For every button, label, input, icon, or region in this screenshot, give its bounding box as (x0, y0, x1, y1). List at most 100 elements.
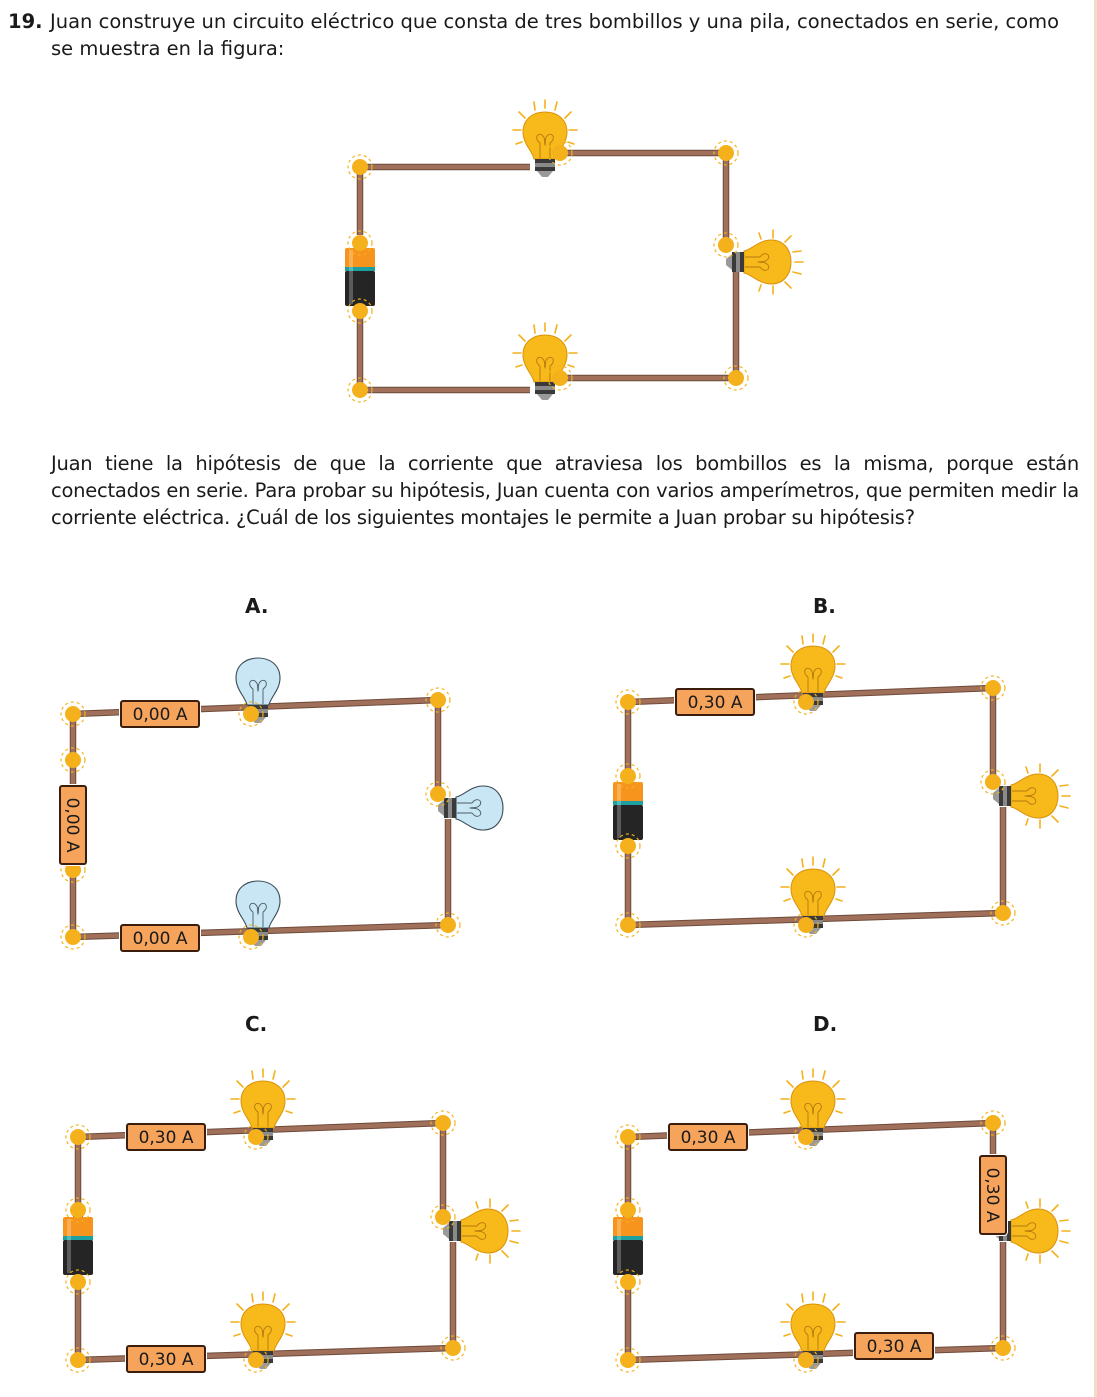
ammeter-c-bottom: 0,30 A (125, 1344, 207, 1374)
ammeter-reading: 0,30 A (688, 693, 743, 713)
node (352, 235, 368, 251)
node-ring (60, 747, 86, 773)
node (248, 1129, 264, 1145)
node (620, 1202, 636, 1218)
node (65, 929, 81, 945)
node-ring (793, 1347, 819, 1373)
node (243, 706, 259, 722)
node-ring (243, 1347, 269, 1373)
node-ring (793, 912, 819, 938)
node-ring (347, 154, 373, 180)
node (718, 237, 734, 253)
node-ring (547, 140, 573, 166)
node (248, 1352, 264, 1368)
ammeter-reading: 0,30 A (982, 1168, 1002, 1223)
node-ring (615, 1269, 641, 1295)
node (445, 1340, 461, 1356)
node (552, 370, 568, 386)
node-ring (440, 1335, 466, 1361)
node-ring (430, 1110, 456, 1136)
node-ring (347, 298, 373, 324)
ammeter-box (59, 785, 87, 865)
node (70, 1129, 86, 1145)
node-ring (615, 912, 641, 938)
node (70, 1274, 86, 1290)
question-line-2: se muestra en la figura: (51, 37, 285, 60)
node-ring (990, 1335, 1016, 1361)
node (243, 929, 259, 945)
option-c-circuit: 0,30 A 0,30 A (63, 1068, 521, 1374)
question-number: 19. (8, 10, 43, 33)
page-edge-decoration (1094, 0, 1097, 1397)
option-d-circuit: 0,30 A 0,30 A 0,30 A (613, 1068, 1071, 1373)
node-ring (60, 924, 86, 950)
node (798, 1129, 814, 1145)
ammeter-box (126, 1345, 206, 1373)
node (995, 1340, 1011, 1356)
ammeter-box (120, 924, 200, 952)
node (620, 1352, 636, 1368)
ammeter-box (675, 688, 755, 716)
node-ring (980, 675, 1006, 701)
node-ring (615, 833, 641, 859)
option-b-label: B. (813, 594, 836, 618)
node (352, 159, 368, 175)
node-ring (425, 781, 451, 807)
node-ring (713, 140, 739, 166)
ammeter-d-right: 0,30 A (978, 1154, 1008, 1236)
node (620, 768, 636, 784)
node-ring (723, 365, 749, 391)
node-ring (65, 1124, 91, 1150)
node (435, 1115, 451, 1131)
node-ring (243, 1124, 269, 1150)
node (985, 1115, 1001, 1131)
example-circuit (345, 99, 804, 403)
option-a-label: A. (245, 594, 269, 618)
node (430, 786, 446, 802)
node-ring (347, 377, 373, 403)
node (65, 752, 81, 768)
ammeter-d-bottom: 0,30 A (853, 1331, 935, 1361)
node-ring (615, 689, 641, 715)
node (435, 1209, 451, 1225)
node-ring (990, 900, 1016, 926)
battery-icon (613, 777, 643, 840)
ammeter-a-left: 0,00 A (58, 784, 88, 866)
option-d-label: D. (813, 1012, 838, 1036)
node (620, 1274, 636, 1290)
node-ring (713, 232, 739, 258)
node-ring (65, 1269, 91, 1295)
node (352, 382, 368, 398)
node-ring (430, 1204, 456, 1230)
option-b-circuit: 0,30 A (613, 633, 1071, 938)
ammeter-box (668, 1123, 748, 1151)
question-line-1: Juan construye un circuito eléctrico que… (50, 10, 1060, 33)
option-a-circuit: 0,00 A 0,00 A 0,00 A (58, 657, 504, 953)
ammeter-reading: 0,30 A (139, 1128, 194, 1148)
node (552, 145, 568, 161)
node-ring (793, 1124, 819, 1150)
node-ring (238, 924, 264, 950)
node (798, 917, 814, 933)
node (995, 905, 1011, 921)
node (70, 1352, 86, 1368)
ammeter-b-top: 0,30 A (674, 687, 756, 717)
node (440, 917, 456, 933)
ammeter-box (126, 1123, 206, 1151)
node-ring (615, 1197, 641, 1223)
node-ring (238, 701, 264, 727)
node-ring (793, 689, 819, 715)
node (70, 1202, 86, 1218)
node (798, 694, 814, 710)
ammeter-reading: 0,30 A (681, 1128, 736, 1148)
node-ring (615, 763, 641, 789)
node (65, 706, 81, 722)
ammeter-a-top: 0,00 A (119, 699, 201, 729)
node (620, 838, 636, 854)
node-ring (60, 701, 86, 727)
node-ring (615, 1124, 641, 1150)
node (620, 694, 636, 710)
question-19: 19. Juan construye un circuito eléctrico … (8, 8, 1080, 62)
ammeter-d-top: 0,30 A (667, 1122, 749, 1152)
